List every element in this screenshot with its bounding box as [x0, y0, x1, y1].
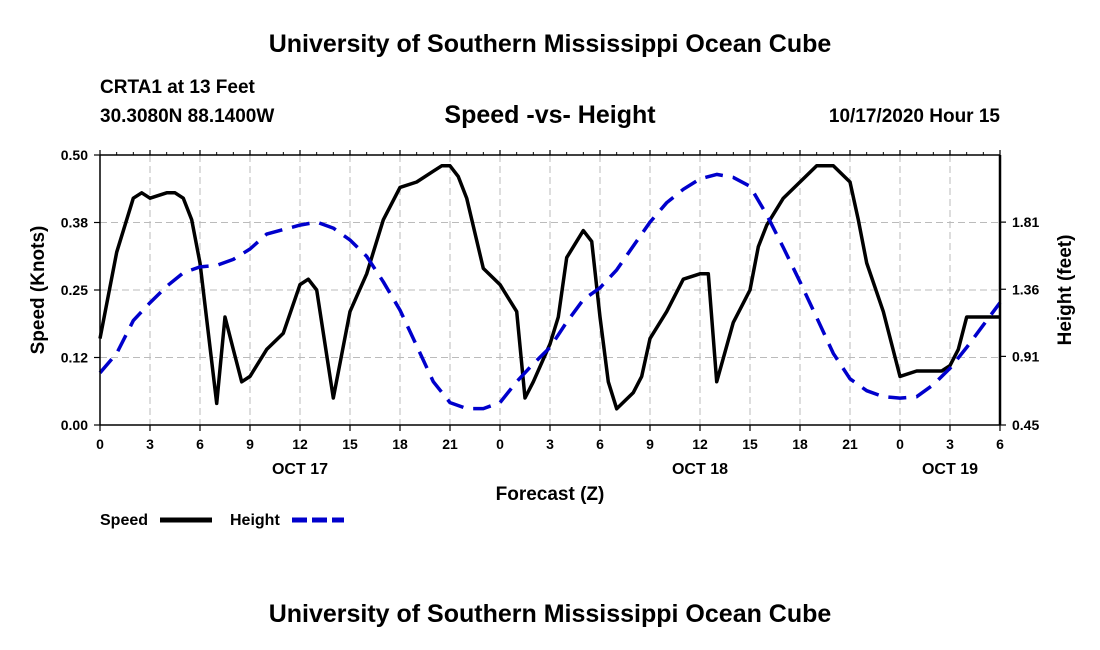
y-tick-label: 0.12 [61, 350, 88, 366]
y-tick-label: 0.00 [61, 417, 88, 433]
y2-tick-label: 1.36 [1012, 281, 1039, 297]
axis-labels: 0 3 6 9 12 15 18 21 0 3 6 9 12 15 18 21 0 3 6 0.00 0.12 0.25 0… [28, 147, 1076, 505]
y-axis-title: Speed (Knots) [28, 226, 49, 355]
x-tick-label: 15 [742, 436, 758, 452]
x-tick-label: 21 [442, 436, 458, 452]
footer-title: University of Southern Mississippi Ocean… [268, 600, 832, 628]
legend-label-speed: Speed [100, 512, 148, 529]
x-tick-label: 18 [392, 436, 408, 452]
x-tick-label: 21 [842, 436, 858, 452]
chart-title: Speed -vs- Height [444, 101, 656, 129]
x-tick-label: 6 [196, 436, 204, 452]
x-tick-label: 3 [946, 436, 954, 452]
x-tick-label: 15 [342, 436, 358, 452]
grid-layer [100, 155, 1000, 425]
day-label: OCT 18 [672, 461, 728, 478]
station-label: CRTA1 at 13 Feet [100, 77, 255, 98]
x-tick-label: 3 [546, 436, 554, 452]
y-tick-label: 0.50 [61, 147, 88, 163]
speed-series-line [98, 164, 1000, 411]
y-tick-label: 0.25 [61, 282, 88, 298]
height-series-line [98, 172, 1002, 411]
day-label: OCT 19 [922, 461, 978, 478]
forecast-datetime: 10/17/2020 Hour 15 [828, 106, 1000, 127]
x-tick-label: 6 [996, 436, 1004, 452]
x-tick-label: 12 [692, 436, 708, 452]
x-tick-label: 0 [896, 436, 904, 452]
x-tick-label: 18 [792, 436, 808, 452]
x-tick-label: 0 [96, 436, 104, 452]
y2-axis-title: Height (feet) [1055, 235, 1076, 346]
legend: Speed Height [100, 512, 344, 529]
x-tick-label: 6 [596, 436, 604, 452]
legend-label-height: Height [230, 512, 280, 529]
x-tick-label: 9 [246, 436, 254, 452]
x-axis-title: Forecast (Z) [496, 484, 605, 505]
series-layer [98, 164, 1002, 411]
x-tick-label: 9 [646, 436, 654, 452]
plot-frame [94, 150, 1006, 431]
y2-tick-label: 0.91 [1012, 348, 1039, 364]
main-title: University of Southern Mississippi Ocean… [268, 30, 832, 58]
y-tick-label: 0.38 [61, 215, 88, 231]
x-tick-label: 3 [146, 436, 154, 452]
x-tick-label: 0 [496, 436, 504, 452]
x-tick-label: 12 [292, 436, 308, 452]
y2-tick-label: 1.81 [1012, 214, 1039, 230]
y2-tick-label: 0.45 [1012, 417, 1039, 433]
day-label: OCT 17 [272, 461, 328, 478]
coordinates-label: 30.3080N 88.1400W [100, 106, 275, 127]
